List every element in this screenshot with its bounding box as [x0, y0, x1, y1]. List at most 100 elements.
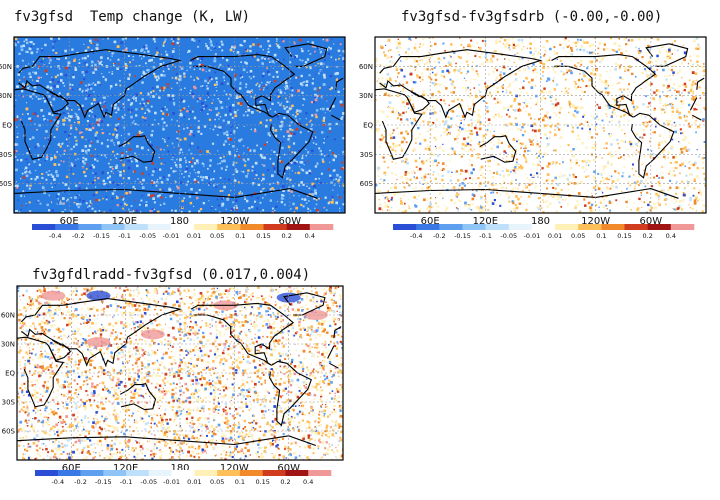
colorbar-label: -0.4 [49, 232, 62, 240]
y-tick-label: 60N [359, 63, 373, 71]
colorbar-swatch [263, 224, 287, 230]
colorbar-swatch [462, 224, 486, 230]
colorbar-swatch [78, 224, 102, 230]
y-tick-label: 30N [0, 92, 12, 100]
colorbar-label: 0.2 [280, 478, 290, 486]
colorbar-label: 0.01 [187, 478, 201, 486]
y-tick-label: 30N [359, 92, 373, 100]
y-tick-label: EQ [2, 122, 12, 130]
colorbar-label: -0.05 [139, 232, 156, 240]
colorbar-label: 0.05 [571, 232, 585, 240]
colorbar-swatch [308, 470, 332, 476]
coastline [118, 135, 156, 163]
map-field [17, 286, 343, 460]
colorbar-label: -0.2 [74, 478, 87, 486]
panel-fv3gfdlradd-minus-fv3gfsd: fv3gfdlradd-fv3gfsd (0.017,0.004) 60N 30N… [0, 258, 360, 500]
colorbar-swatch [485, 224, 510, 230]
colorbar-label: -0.1 [479, 232, 492, 240]
colorbar-swatch [239, 470, 263, 476]
colorbar-swatch [624, 224, 648, 230]
coastline [479, 135, 517, 163]
colorbar-label: 0.2 [643, 232, 653, 240]
x-tick-label: 60E [60, 216, 79, 227]
colorbar-swatch [194, 470, 218, 476]
colorbar-label: 0.01 [187, 232, 201, 240]
colorbar-label: 0.1 [235, 478, 245, 486]
x-tick-label: 180 [170, 216, 189, 227]
y-tick-label: 60N [1, 312, 15, 320]
x-tick-label: 120E [113, 463, 138, 474]
panel-fv3gfsd-minus-fv3gfsdrb: fv3gfsd-fv3gfsdrb (-0.00,-0.00) 60N 30N EQ… [359, 0, 720, 250]
grid [14, 37, 345, 213]
colorbar: -0.4 -0.2 -0.15 -0.1 -0.05 -0.01 0.01 0.05 0.1 0.… [393, 224, 695, 240]
colorbar-swatch [393, 224, 417, 230]
coastline [45, 91, 69, 113]
colorbar-swatch [148, 470, 172, 476]
colorbar: -0.4 -0.2 -0.15 -0.1 -0.05 -0.01 0.01 0.05 0.1 0.… [35, 470, 332, 486]
colorbar-label: 0.15 [617, 232, 631, 240]
colorbar-label: 0.4 [666, 232, 676, 240]
y-tick-label: 30S [2, 399, 16, 407]
y-tick-label: 60S [360, 180, 374, 188]
colorbar-label: 0.05 [210, 232, 224, 240]
coastline [269, 360, 312, 427]
y-tick-label: 60S [0, 180, 13, 188]
colorbar-swatch [35, 470, 59, 476]
colorbar: -0.4 -0.2 -0.15 -0.1 -0.05 -0.01 0.01 0.05 0.1 0.… [32, 224, 334, 240]
x-tick-label: 120E [112, 216, 137, 227]
colorbar-label: 0.15 [256, 232, 270, 240]
colorbar-swatch [286, 224, 311, 230]
colorbar-swatch [240, 224, 264, 230]
colorbar-swatch [80, 470, 104, 476]
y-tick-label: EQ [5, 370, 15, 378]
coastline [551, 54, 657, 118]
colorbar-swatch [309, 224, 334, 230]
x-tick-label: 60W [640, 216, 663, 227]
colorbar-label: 0.1 [596, 232, 606, 240]
field-feature [86, 290, 111, 301]
colorbar-swatch [101, 224, 125, 230]
grid [17, 286, 343, 460]
colorbar-label: 0.05 [210, 478, 224, 486]
panel-title: fv3gfdlradd-fv3gfsd (0.017,0.004) [32, 267, 311, 283]
y-tick-label: 60S [2, 428, 16, 436]
colorbar-label: -0.2 [72, 232, 85, 240]
colorbar-label: -0.01 [163, 478, 180, 486]
colorbar-label: 0.4 [305, 232, 315, 240]
colorbar-label: -0.4 [51, 478, 64, 486]
colorbar-swatch [170, 224, 195, 230]
colorbar-label: 0.1 [235, 232, 245, 240]
map-field [14, 37, 345, 213]
colorbar-swatch [217, 224, 241, 230]
colorbar-label: -0.15 [93, 232, 110, 240]
colorbar-label: -0.1 [118, 232, 131, 240]
colorbar-swatch [647, 224, 672, 230]
coastline [14, 88, 341, 160]
colorbar-label: 0.15 [255, 478, 269, 486]
grid [375, 37, 706, 213]
y-tick-label: 30N [1, 341, 15, 349]
colorbar-swatch [55, 224, 79, 230]
map-frame [16, 285, 344, 461]
coastline [630, 112, 675, 179]
colorbar-swatch [285, 470, 309, 476]
colorbar-swatch [578, 224, 602, 230]
coastline [190, 54, 296, 118]
colorbar-swatch [508, 224, 533, 230]
coastline [14, 188, 318, 199]
coastline [406, 91, 430, 113]
panel-fv3gfsd-temp-change: fv3gfsd Temp change (K, LW) 60N 30N EQ 30S 6… [0, 0, 360, 250]
colorbar-swatch [555, 224, 579, 230]
colorbar-swatch [670, 224, 695, 230]
colorbar-swatch [171, 470, 195, 476]
x-tick-label: 120W [220, 463, 249, 474]
colorbar-label: -0.4 [410, 232, 423, 240]
colorbar-label: 0.2 [282, 232, 292, 240]
map-field [375, 37, 706, 213]
colorbar-swatch [126, 470, 150, 476]
x-tick-label: 180 [170, 463, 189, 474]
x-tick-label: 120W [581, 216, 610, 227]
